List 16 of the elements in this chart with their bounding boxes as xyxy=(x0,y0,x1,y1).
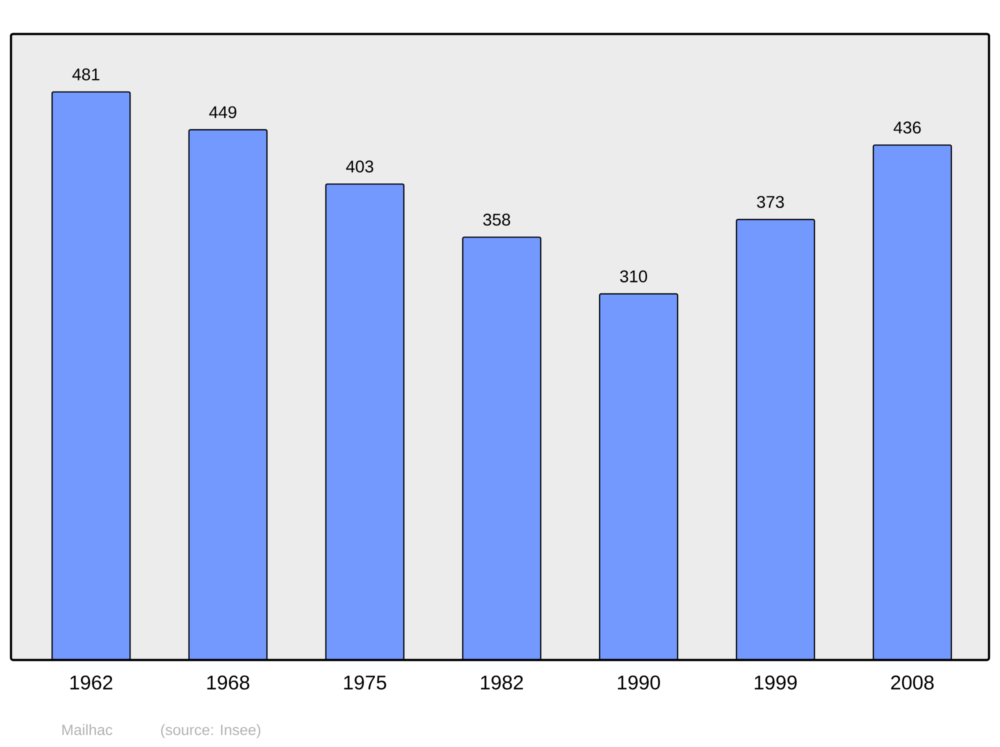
data-label: 403 xyxy=(346,160,374,173)
x-tick-label: 1982 xyxy=(481,676,523,690)
data-label: 310 xyxy=(620,270,648,282)
x-tick-label: 1975 xyxy=(344,676,386,690)
data-label: 436 xyxy=(894,122,921,134)
data-label: 373 xyxy=(756,196,784,208)
x-tick-label: 1968 xyxy=(207,676,250,690)
data-label: 481 xyxy=(72,68,100,80)
x-tick-label: 1962 xyxy=(70,676,112,690)
x-tick-label: 1990 xyxy=(618,676,660,690)
data-label: 358 xyxy=(483,214,510,226)
x-tick-label: 1999 xyxy=(754,676,797,690)
x-tick-label: 2008 xyxy=(891,676,934,690)
text: (source: Insee) xyxy=(161,724,260,738)
text: Mailhac xyxy=(62,724,112,736)
data-label: 449 xyxy=(209,106,236,118)
